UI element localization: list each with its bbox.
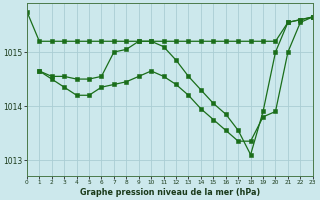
X-axis label: Graphe pression niveau de la mer (hPa): Graphe pression niveau de la mer (hPa) (80, 188, 260, 197)
